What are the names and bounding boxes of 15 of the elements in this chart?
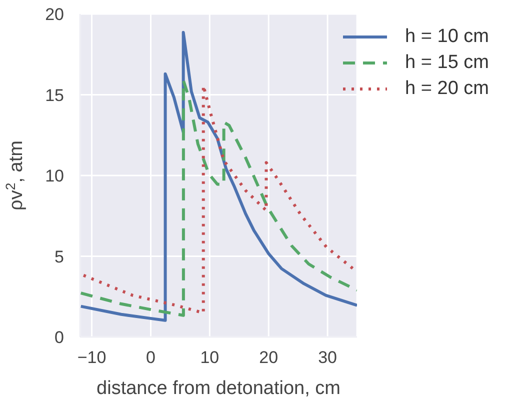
- x-tick-label: −10: [77, 348, 106, 368]
- line-series: [80, 30, 358, 322]
- x-tick-label: 10: [200, 348, 220, 368]
- legend-label: h = 10 cm: [405, 25, 489, 49]
- x-tick-label: 0: [146, 348, 156, 368]
- y-tick-label: 0: [54, 328, 64, 348]
- y-tick-label: 5: [54, 247, 64, 266]
- x-tick-label: 20: [259, 348, 278, 368]
- x-axis-title: distance from detonation, cm: [96, 378, 340, 399]
- y-tick-label: 20: [45, 5, 64, 24]
- legend-label: h = 20 cm: [405, 77, 489, 101]
- y-tick-label: 15: [45, 86, 64, 105]
- legend-label: h = 15 cm: [405, 51, 489, 75]
- y-tick-label: 10: [45, 166, 64, 186]
- x-tick-label: 30: [318, 348, 338, 368]
